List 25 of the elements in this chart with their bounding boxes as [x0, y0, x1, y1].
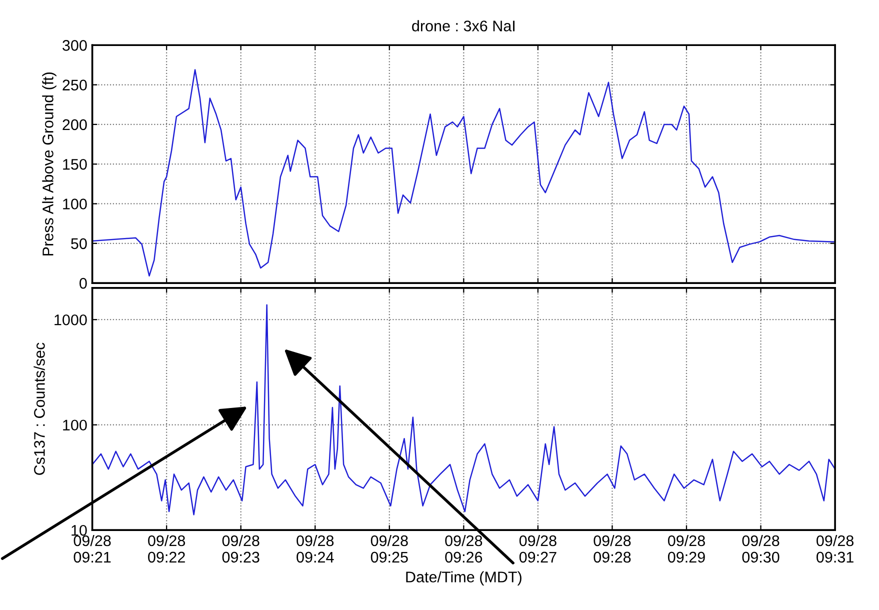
y-tick-label: 10	[72, 524, 87, 536]
y-tick-label: 50	[71, 238, 87, 250]
x-axis-title: Date/Time (MDT)	[406, 571, 522, 586]
y-tick-label: 300	[62, 40, 87, 51]
x-tick-label: 09/28 09:26	[445, 534, 482, 563]
y-tick-label: 100	[63, 420, 87, 431]
x-tick-label: 09/28 09:29	[668, 534, 705, 563]
chart-title: drone : 3x6 NaI	[412, 20, 514, 32]
x-tick-label: 09/28 09:27	[519, 534, 556, 563]
y-tick-label: 100	[63, 198, 87, 210]
x-tick-label: 09/28 09:21	[74, 534, 111, 563]
x-tick-label: 09/28 09:23	[222, 534, 260, 563]
x-tick-label: 09/28 09:22	[148, 534, 186, 563]
x-tick-label: 09/28 09:25	[370, 534, 408, 563]
y-tick-label: 1000	[54, 314, 87, 326]
y-tick-label: 150	[63, 158, 87, 170]
x-tick-label: 09/28 09:31	[816, 534, 854, 563]
x-tick-label: 09/28 09:28	[594, 534, 631, 563]
y-axis-title: Press Alt Above Ground (ft)	[42, 72, 56, 256]
y-tick-label: 200	[62, 119, 87, 130]
x-tick-label: 09/28 09:30	[742, 534, 780, 563]
y-tick-label: 0	[80, 278, 87, 289]
y-tick-label: 250	[62, 80, 87, 90]
y-axis-title: Cs137 : Counts/sec	[34, 342, 45, 475]
x-tick-label: 09/28 09:24	[296, 534, 334, 563]
